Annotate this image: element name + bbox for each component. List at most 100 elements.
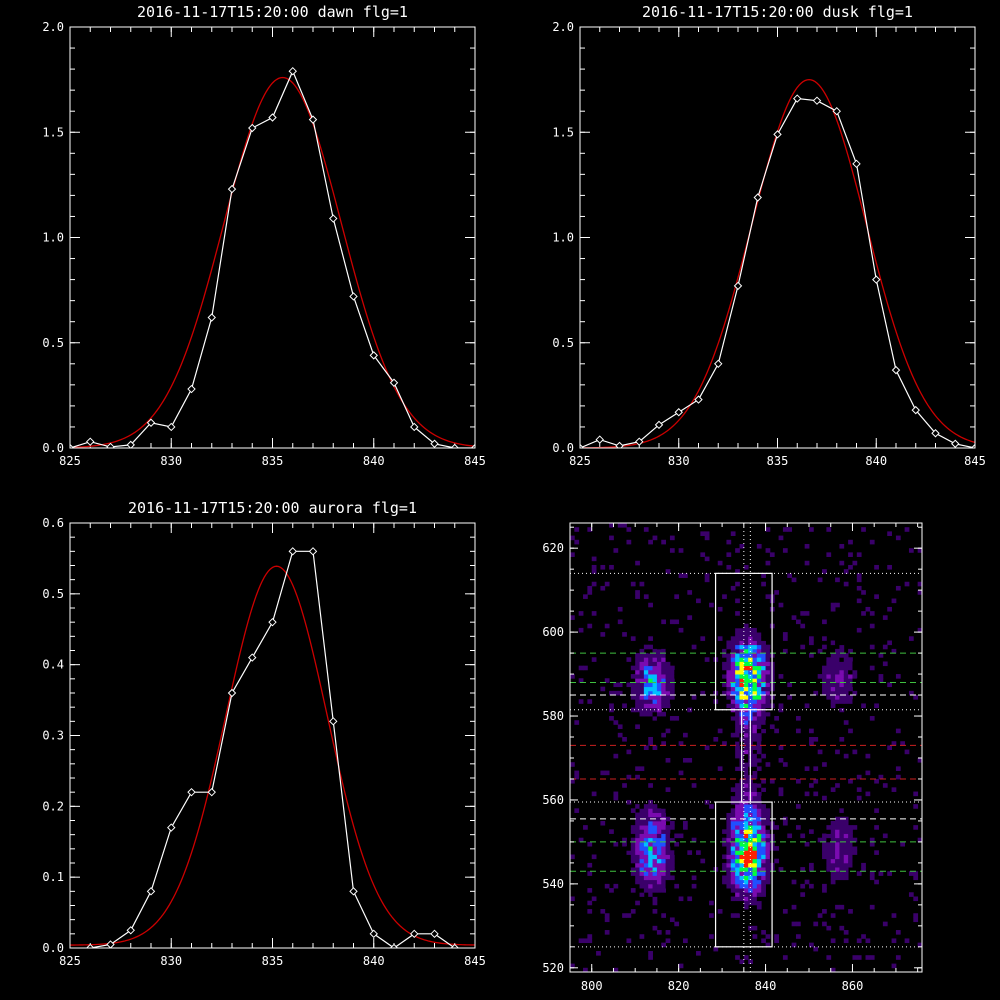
heatmap-cell [739, 850, 745, 855]
heatmap-cell [726, 665, 732, 671]
heatmap-cell [748, 871, 753, 876]
heatmap-cell [839, 707, 845, 713]
heatmap-cell [726, 695, 732, 700]
heatmap-cell [730, 665, 736, 671]
heatmap-cell [822, 846, 827, 851]
heatmap-cell [874, 808, 879, 813]
heatmap-cell [748, 841, 753, 847]
heatmap-cell [587, 841, 593, 847]
heatmap-cell [743, 816, 749, 822]
heatmap-cell [756, 648, 762, 654]
heatmap-cell [669, 695, 675, 700]
heatmap-cell [730, 686, 736, 692]
heatmap-cell [648, 737, 653, 742]
heatmap-cell [756, 640, 762, 646]
heatmap-cell [765, 867, 771, 872]
heatmap-cell [726, 829, 732, 834]
heatmap-cell [843, 820, 849, 826]
heatmap-cell [743, 778, 749, 784]
heatmap-cell [752, 716, 758, 721]
heatmap-cell [626, 657, 632, 662]
heatmap-cell [743, 904, 749, 910]
heatmap-cell [769, 552, 775, 557]
heatmap-cell [835, 695, 840, 700]
heatmap-cell [669, 699, 675, 704]
heatmap-cell [752, 762, 758, 767]
heatmap-cell [848, 703, 853, 709]
heatmap-cell [795, 804, 801, 809]
data-point [329, 717, 338, 726]
heatmap-cell [730, 674, 736, 679]
heatmap-cell [591, 556, 597, 562]
heatmap-cell [652, 703, 658, 709]
heatmap-cell [726, 841, 732, 847]
data-point [733, 281, 743, 291]
heatmap-cell [635, 661, 640, 667]
heatmap-cell [661, 669, 667, 675]
heatmap-cell [843, 682, 849, 688]
heatmap-cell [869, 837, 875, 843]
heatmap-cell [696, 850, 701, 855]
heatmap-cell [761, 716, 766, 721]
heatmap-cell [739, 808, 745, 813]
heatmap-cell [704, 556, 710, 562]
heatmap-cell [696, 951, 701, 956]
heatmap-cell [869, 611, 875, 616]
heatmap-cell [735, 833, 740, 839]
heatmap-cell [830, 858, 836, 864]
heatmap-cell [643, 812, 649, 818]
y-tick-label: 1.5 [552, 125, 574, 139]
heatmap-cell [743, 862, 749, 868]
heatmap-cell [743, 804, 749, 809]
heatmap-cell [661, 674, 667, 679]
heatmap-cell [587, 871, 593, 876]
heatmap-cell [609, 829, 614, 834]
heatmap-cell [756, 888, 762, 893]
heatmap-cell [761, 753, 766, 759]
heatmap-cell [639, 812, 645, 818]
heatmap-cell [639, 879, 645, 885]
heatmap-cell [809, 741, 814, 746]
heatmap-cell [843, 858, 849, 864]
heatmap-cell [665, 875, 671, 881]
x-tick-label: 840 [755, 979, 777, 993]
heatmap-cell [756, 867, 762, 872]
heatmap-cell [656, 879, 662, 885]
heatmap-cell [822, 909, 827, 914]
heatmap-cell [761, 829, 766, 834]
heatmap-cell [874, 778, 879, 784]
heatmap-cell [678, 833, 684, 839]
heatmap-cell [843, 871, 849, 876]
heatmap-cell [787, 527, 793, 532]
heatmap-cell [682, 732, 688, 738]
heatmap-cell [752, 686, 758, 692]
data-point [146, 887, 156, 896]
heatmap-cell [730, 871, 736, 876]
heatmap-cell [739, 682, 745, 688]
heatmap-cell [735, 846, 740, 851]
heatmap-cell [761, 879, 766, 885]
heatmap-cell [830, 669, 836, 675]
heatmap-cell [752, 808, 758, 813]
heatmap-cell [843, 674, 849, 679]
heatmap-cell [661, 741, 667, 746]
heatmap-cell [687, 615, 693, 620]
heatmap-cell [643, 745, 649, 750]
heatmap-cell [639, 661, 645, 667]
heatmap-cell [617, 682, 623, 688]
heatmap-cell [643, 837, 649, 843]
heatmap-cell [665, 569, 671, 574]
data-point [753, 193, 762, 202]
heatmap-cell [735, 548, 740, 553]
heatmap-cell [843, 661, 849, 667]
heatmap-cell [869, 871, 875, 876]
heatmap-cell [730, 669, 736, 675]
heatmap-cell [743, 720, 749, 725]
heatmap-cell [691, 875, 697, 881]
heatmap-cell [687, 757, 693, 763]
heatmap-cell [765, 808, 771, 813]
heatmap-cell [652, 690, 658, 696]
heatmap-cell [765, 762, 771, 767]
heatmap-cell [835, 871, 840, 876]
